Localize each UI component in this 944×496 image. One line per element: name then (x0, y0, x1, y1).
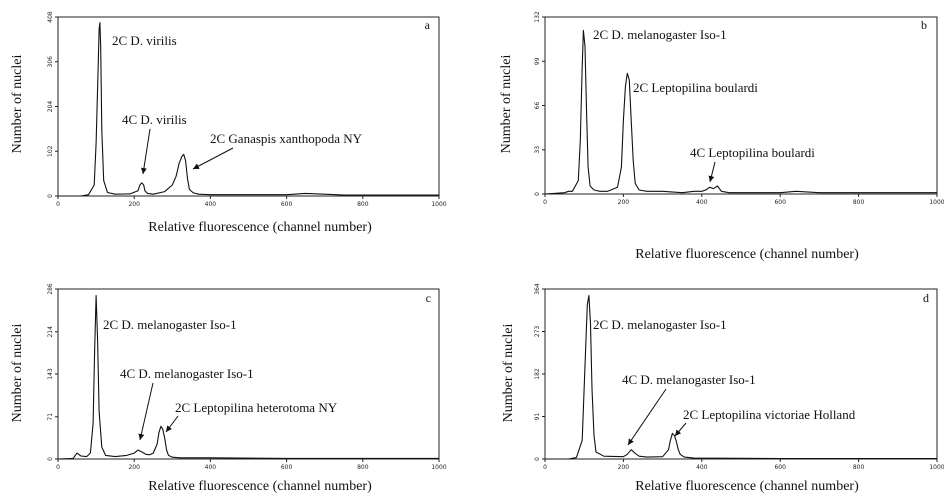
panel-a-xtick-label: 200 (128, 201, 140, 208)
panel-d-arrow-4c (627, 388, 667, 446)
panel-b-annotation-1: 2C D. melanogaster Iso-1 (593, 27, 727, 42)
panel-c-annotation-3: 2C Leptopilina heterotoma NY (165, 400, 338, 433)
panel-d-xtick-label: 0 (543, 464, 547, 471)
panel-b-ytick-label: 132 (534, 11, 541, 23)
panel-a-xtick-label: 0 (56, 201, 60, 208)
panel-a-ytick-label: 408 (47, 11, 54, 23)
panel-c-ytick-label: 143 (47, 368, 54, 380)
panel-b-xtick-label: 400 (696, 199, 708, 206)
panel-c-xtick-label: 800 (357, 464, 369, 471)
panel-c: Number of nuclei Relative fluorescence (… (10, 283, 447, 494)
panel-a-ytick-label: 204 (47, 101, 54, 113)
panel-d-xtick-label: 1000 (929, 464, 944, 471)
panel-a-label-2c-virilis: 2C D. virilis (112, 33, 177, 48)
panel-c-xtick-label: 0 (56, 464, 60, 471)
panel-d-xtick-label: 200 (618, 464, 630, 471)
panel-b-ytick-label: 33 (534, 146, 541, 154)
panel-c-ytick-label: 286 (47, 283, 54, 295)
panel-c-xtick-label: 600 (281, 464, 293, 471)
panel-d-annotation-1: 2C D. melanogaster Iso-1 (593, 317, 727, 332)
panel-a-label-ganaspis: 2C Ganaspis xanthopoda NY (210, 131, 363, 146)
panel-c-letter: c (426, 291, 431, 305)
panel-c-ylabel: Number of nuclei (10, 324, 25, 423)
panel-c-annotation-2: 4C D. melanogaster Iso-1 (120, 366, 254, 441)
panel-a-arrow-ganaspis (192, 147, 234, 170)
panel-d-trace (545, 294, 937, 460)
panel-d: Number of nuclei Relative fluorescence (… (501, 283, 944, 494)
panel-a-label-4c-virilis: 4C D. virilis (122, 112, 187, 127)
panel-c-label-heterotoma: 2C Leptopilina heterotoma NY (175, 400, 338, 415)
panel-c-label-2c-melanogaster: 2C D. melanogaster Iso-1 (103, 317, 237, 332)
panel-d-arrow-victoriae (674, 422, 687, 437)
panel-b-annotation-3: 4C Leptopilina boulardi (690, 145, 815, 183)
panel-a-xtick-label: 800 (357, 201, 369, 208)
panel-a-xlabel: Relative fluorescence (channel number) (148, 220, 372, 235)
panel-b-xtick-label: 200 (618, 199, 630, 206)
panel-d-letter: d (923, 291, 929, 305)
panel-a-letter: a (425, 18, 431, 32)
panel-d-annotation-2: 4C D. melanogaster Iso-1 (622, 372, 756, 446)
panel-c-xtick-label: 1000 (431, 464, 446, 471)
panel-b-xtick-label: 600 (774, 199, 786, 206)
panel-b-ytick-label: 0 (534, 192, 541, 196)
panel-b-xtick-label: 800 (853, 199, 865, 206)
panel-c-xtick-label: 400 (205, 464, 217, 471)
panel-a-arrow-4c (140, 128, 151, 175)
panel-c-xtick-label: 200 (128, 464, 140, 471)
panel-c-xlabel: Relative fluorescence (channel number) (148, 479, 372, 494)
panel-d-ytick-label: 0 (534, 457, 541, 461)
panel-a-annotation-1: 2C D. virilis (112, 33, 177, 48)
panel-d-ytick-label: 364 (534, 283, 541, 295)
panel-b-xtick-label: 1000 (929, 199, 944, 206)
panel-b-ytick-label: 66 (534, 102, 541, 110)
panel-d-xtick-label: 400 (696, 464, 708, 471)
panel-b-annotation-2: 2C Leptopilina boulardi (633, 80, 758, 95)
panel-a-ytick-label: 102 (47, 145, 54, 157)
panel-a-annotation-2: 4C D. virilis (122, 112, 187, 175)
panel-b-xlabel: Relative fluorescence (channel number) (635, 247, 859, 262)
panel-b: Number of nuclei Relative fluorescence (… (499, 11, 944, 262)
panel-a-xtick-label: 400 (205, 201, 217, 208)
panel-d-ylabel: Number of nuclei (501, 324, 516, 423)
panel-a-ytick-label: 0 (47, 194, 54, 198)
panel-c-arrow-heterotoma (165, 415, 179, 433)
panel-b-arrow-4c (708, 161, 716, 183)
panel-c-annotation-1: 2C D. melanogaster Iso-1 (103, 317, 237, 332)
panel-d-ytick-label: 273 (534, 326, 541, 338)
panel-c-ytick-label: 71 (47, 413, 54, 421)
panel-a-xtick-label: 600 (281, 201, 293, 208)
panel-d-label-4c-melanogaster: 4C D. melanogaster Iso-1 (622, 372, 756, 387)
panel-b-letter: b (921, 18, 927, 32)
panel-d-ytick-label: 91 (534, 413, 541, 421)
panel-c-trace (57, 294, 439, 460)
panel-a: Number of nuclei Relative fluorescence (… (10, 11, 447, 235)
panel-b-label-4c-boulardi: 4C Leptopilina boulardi (690, 145, 815, 160)
panel-b-ylabel: Number of nuclei (499, 55, 514, 154)
panel-a-annotation-3: 2C Ganaspis xanthopoda NY (192, 131, 363, 170)
panel-b-trace (544, 29, 937, 195)
panel-d-label-2c-melanogaster: 2C D. melanogaster Iso-1 (593, 317, 727, 332)
panel-d-xtick-label: 600 (774, 464, 786, 471)
panel-a-ytick-label: 306 (47, 56, 54, 68)
panel-a-ylabel: Number of nuclei (10, 55, 25, 154)
panel-d-xtick-label: 800 (853, 464, 865, 471)
panel-b-label-2c-boulardi: 2C Leptopilina boulardi (633, 80, 758, 95)
panel-d-annotation-3: 2C Leptopilina victoriae Holland (674, 407, 856, 437)
panel-d-label-victoriae: 2C Leptopilina victoriae Holland (683, 407, 856, 422)
panel-c-arrow-4c (138, 382, 154, 441)
panel-a-xtick-label: 1000 (431, 201, 446, 208)
panel-a-trace (58, 22, 439, 197)
panel-c-ytick-label: 214 (47, 326, 54, 338)
panel-b-frame (544, 16, 938, 195)
panel-b-ytick-label: 99 (534, 57, 541, 65)
panel-b-xtick-label: 0 (543, 199, 547, 206)
panel-b-label-2c-melanogaster: 2C D. melanogaster Iso-1 (593, 27, 727, 42)
panel-d-ytick-label: 182 (534, 368, 541, 380)
panel-d-xlabel: Relative fluorescence (channel number) (635, 479, 859, 494)
panel-c-ytick-label: 0 (47, 457, 54, 461)
panel-c-label-4c-melanogaster: 4C D. melanogaster Iso-1 (120, 366, 254, 381)
